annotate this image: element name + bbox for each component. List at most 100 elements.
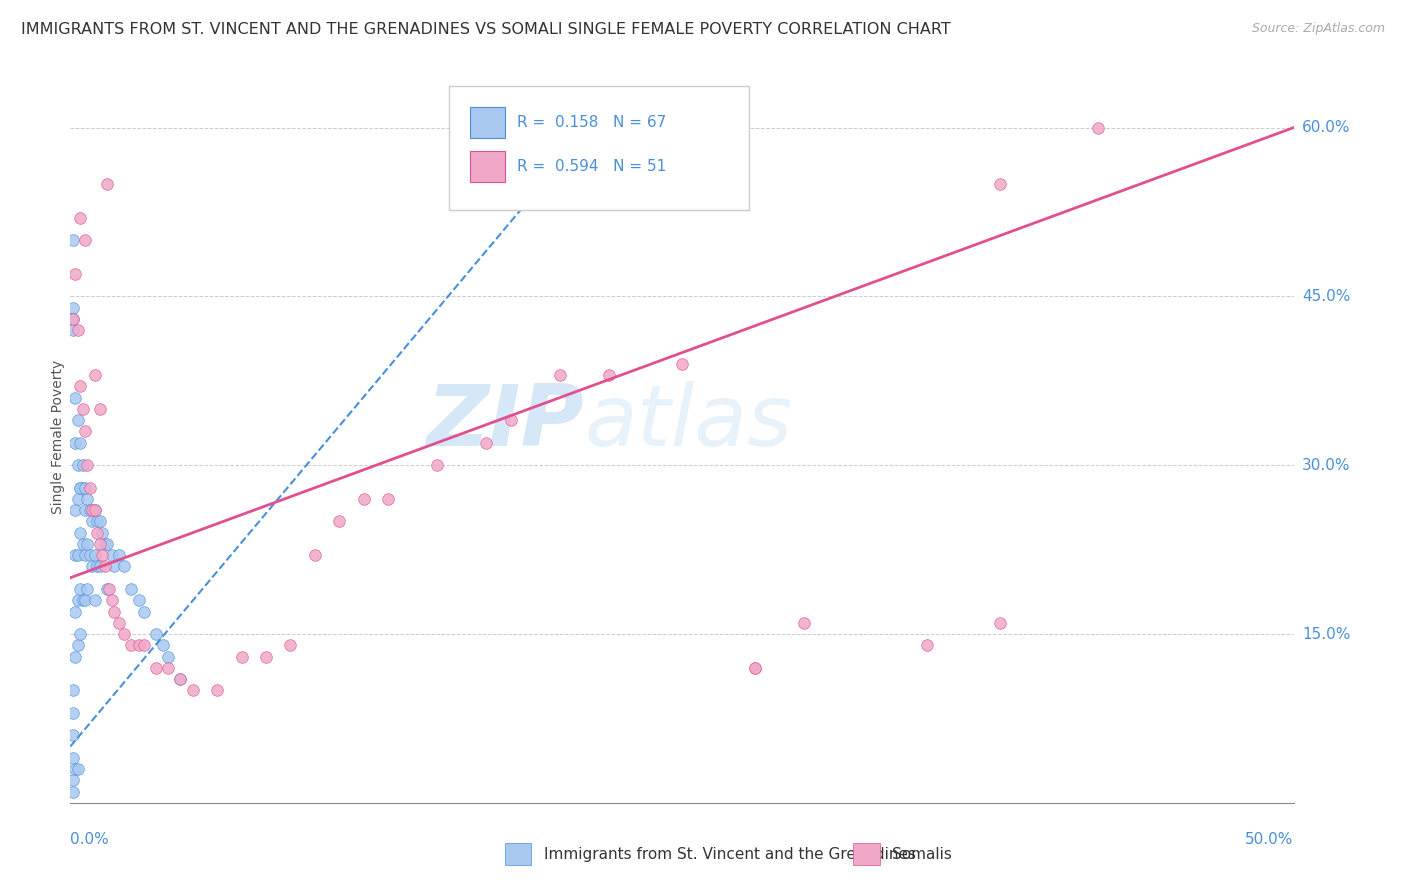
Point	[89, 537, 111, 551]
Point	[499, 413, 522, 427]
Point	[101, 593, 124, 607]
Text: 45.0%: 45.0%	[1302, 289, 1350, 304]
Point	[89, 515, 111, 529]
Point	[744, 661, 766, 675]
Point	[72, 401, 94, 416]
Point	[96, 537, 118, 551]
Point	[76, 582, 98, 596]
Point	[62, 683, 84, 698]
Point	[169, 672, 191, 686]
Point	[280, 638, 302, 652]
Point	[66, 638, 89, 652]
Point	[157, 661, 180, 675]
Point	[66, 491, 89, 506]
Point	[254, 649, 277, 664]
Point	[91, 548, 114, 562]
Point	[89, 401, 111, 416]
Point	[328, 515, 350, 529]
Point	[79, 548, 101, 562]
Point	[152, 638, 174, 652]
FancyBboxPatch shape	[450, 86, 749, 211]
Point	[69, 435, 91, 450]
Point	[93, 537, 115, 551]
Point	[66, 593, 89, 607]
Text: 60.0%: 60.0%	[1302, 120, 1350, 135]
Bar	[470, 151, 505, 182]
Point	[145, 661, 167, 675]
Point	[66, 323, 89, 337]
Text: R =  0.158   N = 67: R = 0.158 N = 67	[517, 115, 666, 130]
Point	[91, 525, 114, 540]
Point	[62, 728, 84, 742]
Point	[128, 593, 150, 607]
Point	[76, 458, 98, 473]
Point	[76, 491, 98, 506]
Point	[66, 762, 89, 776]
Text: atlas: atlas	[583, 381, 792, 464]
Point	[72, 593, 94, 607]
Point	[73, 503, 96, 517]
Point	[598, 368, 620, 383]
Point	[63, 503, 86, 517]
Point	[181, 683, 204, 698]
Point	[108, 548, 131, 562]
Point	[205, 683, 228, 698]
Point	[72, 537, 94, 551]
Point	[475, 435, 498, 450]
Point	[69, 481, 91, 495]
Point	[83, 368, 105, 383]
Point	[63, 762, 86, 776]
Point	[988, 615, 1011, 630]
Point	[96, 177, 118, 191]
Point	[62, 301, 84, 315]
Point	[66, 458, 89, 473]
Point	[73, 593, 96, 607]
Point	[103, 559, 125, 574]
Point	[101, 548, 124, 562]
Point	[62, 751, 84, 765]
Point	[157, 649, 180, 664]
Point	[108, 615, 131, 630]
Point	[82, 559, 104, 574]
Bar	[505, 843, 531, 865]
Point	[548, 368, 571, 383]
Point	[66, 548, 89, 562]
Point	[103, 605, 125, 619]
Point	[62, 312, 84, 326]
Point	[69, 627, 91, 641]
Point	[132, 638, 155, 652]
Point	[353, 491, 375, 506]
Point	[121, 638, 143, 652]
Point	[62, 233, 84, 247]
Y-axis label: Single Female Poverty: Single Female Poverty	[51, 360, 65, 514]
Point	[62, 784, 84, 798]
Text: R =  0.594   N = 51: R = 0.594 N = 51	[517, 159, 666, 174]
Text: 30.0%: 30.0%	[1302, 458, 1350, 473]
Text: IMMIGRANTS FROM ST. VINCENT AND THE GRENADINES VS SOMALI SINGLE FEMALE POVERTY C: IMMIGRANTS FROM ST. VINCENT AND THE GREN…	[21, 22, 950, 37]
Point	[988, 177, 1011, 191]
Point	[63, 391, 86, 405]
Point	[145, 627, 167, 641]
Point	[93, 559, 115, 574]
Point	[1087, 120, 1109, 135]
Text: 50.0%: 50.0%	[1246, 832, 1294, 847]
Point	[73, 233, 96, 247]
Point	[63, 649, 86, 664]
Point	[231, 649, 253, 664]
Text: 0.0%: 0.0%	[70, 832, 110, 847]
Point	[66, 413, 89, 427]
Point	[744, 661, 766, 675]
Point	[112, 627, 135, 641]
Point	[69, 481, 91, 495]
Point	[96, 582, 118, 596]
Text: Source: ZipAtlas.com: Source: ZipAtlas.com	[1251, 22, 1385, 36]
Point	[73, 548, 96, 562]
Bar	[853, 843, 880, 865]
Point	[112, 559, 135, 574]
Text: ZIP: ZIP	[426, 381, 583, 464]
Point	[83, 503, 105, 517]
Point	[72, 481, 94, 495]
Point	[86, 559, 108, 574]
Point	[82, 503, 104, 517]
Point	[69, 211, 91, 225]
